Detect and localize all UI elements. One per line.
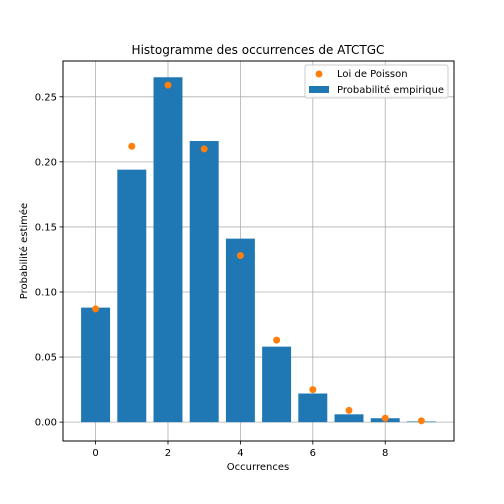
scatter-point — [200, 145, 208, 153]
x-tick-label: 8 — [382, 448, 388, 459]
bar — [153, 77, 183, 423]
scatter-point — [273, 336, 281, 344]
bar — [262, 346, 292, 423]
bar — [334, 414, 364, 423]
scatter-point — [309, 386, 317, 394]
x-tick-label: 2 — [165, 448, 171, 459]
legend-marker-empirique — [309, 86, 329, 93]
bar-series — [81, 77, 436, 423]
x-tick-label: 6 — [310, 448, 316, 459]
x-axis: 0 2 4 6 8 — [92, 441, 388, 459]
scatter-point — [128, 142, 136, 150]
bar — [189, 141, 219, 423]
chart-title: Histogramme des occurrences de ATCTGC — [132, 43, 385, 57]
bar — [81, 307, 111, 423]
scatter-series — [92, 81, 425, 425]
bar — [117, 169, 147, 423]
y-axis-label: Probabilité estimée — [18, 203, 30, 299]
y-tick-label: 0.15 — [35, 222, 57, 233]
scatter-point — [417, 417, 425, 425]
x-axis-label: Occurrences — [227, 462, 289, 473]
y-tick-label: 0.20 — [35, 157, 57, 168]
bar — [225, 238, 255, 423]
legend-marker-poisson — [315, 70, 323, 78]
x-tick-label: 0 — [92, 448, 98, 459]
y-axis: 0.00 0.05 0.10 0.15 0.20 0.25 — [35, 92, 63, 429]
y-tick-label: 0.00 — [35, 418, 57, 429]
scatter-point — [164, 81, 172, 89]
legend-label-empirique: Probabilité empirique — [337, 84, 444, 96]
scatter-point — [236, 252, 244, 260]
x-tick-label: 4 — [237, 448, 243, 459]
scatter-point — [345, 406, 353, 414]
y-tick-label: 0.10 — [35, 287, 57, 298]
bar — [298, 393, 328, 423]
y-tick-label: 0.25 — [35, 92, 57, 103]
scatter-point — [381, 414, 389, 422]
legend: Loi de Poisson Probabilité empirique — [304, 64, 449, 99]
scatter-point — [92, 305, 100, 313]
plot-frame — [62, 60, 455, 442]
y-tick-label: 0.05 — [35, 353, 57, 364]
legend-label-poisson: Loi de Poisson — [337, 69, 408, 80]
legend-frame — [304, 64, 449, 99]
